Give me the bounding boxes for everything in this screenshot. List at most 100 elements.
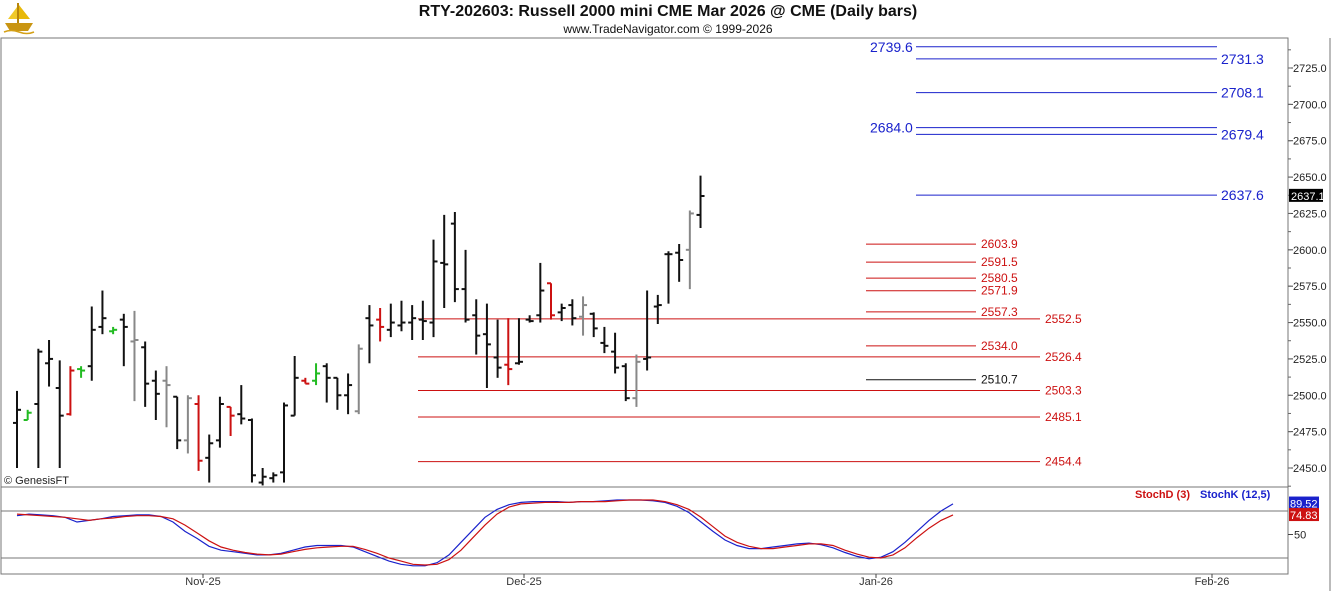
ohlc-bar: [119, 313, 128, 367]
ohlc-bar: [429, 239, 438, 338]
last-price-tag: [1289, 188, 1323, 202]
ohlc-bar: [66, 366, 75, 416]
stochk-line: [16, 499, 954, 567]
ohlc-bar: [664, 251, 673, 304]
red-level-label: 2552.5: [1045, 312, 1082, 326]
ohlc-bar: [408, 305, 417, 340]
blue-level-label: 2708.1: [1221, 85, 1264, 101]
ohlc-bar: [45, 340, 54, 387]
ohlc-bar: [493, 319, 502, 378]
price-tick-label: 2450.0: [1293, 463, 1327, 475]
ohlc-bar: [162, 366, 171, 428]
ohlc-bar: [632, 354, 641, 407]
ohlc-bar: [141, 341, 150, 407]
blue-level-label: 2731.3: [1221, 51, 1264, 67]
ohlc-bar: [611, 332, 620, 374]
ohlc-bar: [450, 212, 459, 303]
ohlc-bar: [376, 308, 385, 342]
ohlc-bar: [130, 310, 139, 402]
price-tick-label: 2550.0: [1293, 318, 1327, 330]
ohlc-bar: [536, 262, 545, 323]
red-level-label: 2526.4: [1045, 350, 1082, 364]
ohlc-bar: [290, 356, 299, 417]
ohlc-bar: [344, 373, 353, 415]
ohlc-bar: [643, 290, 652, 371]
ohlc-bar: [600, 326, 609, 354]
price-tick-label: 2725.0: [1293, 63, 1327, 75]
ohlc-bar: [333, 376, 342, 410]
ohlc-bar: [514, 318, 523, 365]
price-tick-label: 2475.0: [1293, 427, 1327, 439]
ohlc-bar: [472, 299, 481, 355]
ohlc-bar: [301, 377, 310, 385]
ohlc-bar: [205, 434, 214, 483]
chart-title: RTY-202603: Russell 2000 mini CME Mar 20…: [418, 3, 918, 20]
ohlc-bar: [151, 370, 160, 420]
price-tick-label: 2575.0: [1293, 281, 1327, 293]
chart-header: RTY-202603: Russell 2000 mini CME Mar 20…: [0, 0, 1336, 38]
red-level-label: 2557.3: [981, 305, 1018, 319]
stoch-value-label: 89.52: [1290, 499, 1318, 511]
price-tick-label: 2650.0: [1293, 172, 1327, 184]
black-level-label: 2510.7: [981, 373, 1018, 387]
date-label: Dec-25: [506, 576, 541, 588]
price-tick-label: 2675.0: [1293, 136, 1327, 148]
chart-subtitle: www.TradeNavigator.com © 1999-2026: [563, 22, 773, 36]
red-level-label: 2571.9: [981, 284, 1018, 298]
ohlc-bar: [589, 312, 598, 338]
ohlc-bar: [226, 405, 235, 436]
trade-navigator-ship-icon: [3, 3, 35, 35]
ohlc-bar: [557, 303, 566, 322]
price-tick-label: 2625.0: [1293, 208, 1327, 220]
ohlc-bar: [482, 303, 491, 388]
stochk-legend: StochK (12,5): [1200, 489, 1271, 501]
ohlc-bar: [109, 326, 118, 335]
ohlc-bar: [547, 282, 555, 320]
price-tick-label: 2500.0: [1293, 390, 1327, 402]
ohlc-bar: [440, 214, 449, 308]
stochd-line: [16, 499, 954, 566]
ohlc-bar: [418, 300, 427, 340]
ohlc-bar: [183, 395, 192, 454]
date-label: Jan-26: [859, 576, 893, 588]
ohlc-bar: [173, 395, 182, 450]
ohlc-bar: [461, 249, 470, 323]
date-label: Feb-26: [1195, 576, 1230, 588]
date-label: Nov-25: [185, 576, 220, 588]
red-level-label: 2591.5: [981, 255, 1018, 269]
ohlc-bar: [87, 306, 96, 381]
ohlc-bar: [504, 318, 513, 386]
blue-level-label: 2637.6: [1221, 187, 1264, 203]
ohlc-bar: [365, 305, 374, 364]
ohlc-bar: [194, 395, 203, 471]
ohlc-bar: [34, 348, 43, 468]
last-price-label: 2637.1: [1291, 191, 1325, 203]
ohlc-bar: [13, 390, 21, 468]
ohlc-bar: [98, 290, 107, 335]
ohlc-bar: [675, 244, 684, 282]
ohlc-bar: [397, 300, 406, 332]
ohlc-bar: [696, 175, 705, 228]
red-level-label: 2485.1: [1045, 410, 1082, 424]
price-tick-label: 2600.0: [1293, 245, 1327, 257]
red-level-label: 2454.4: [1045, 455, 1082, 469]
stoch-tick-label: 50: [1294, 530, 1306, 542]
red-level-label: 2534.0: [981, 339, 1018, 353]
ohlc-bar: [269, 472, 278, 483]
ohlc-bar: [685, 210, 694, 290]
ohlc-bar: [280, 402, 288, 483]
stoch-value-label: 74.83: [1290, 510, 1318, 522]
ohlc-bar: [621, 363, 630, 402]
blue-level-label: 2684.0: [870, 120, 913, 136]
price-tick-label: 2525.0: [1293, 354, 1327, 366]
red-level-label: 2503.3: [1045, 383, 1082, 397]
stoch-value-tag: [1289, 508, 1319, 522]
genesis-watermark: © GenesisFT: [4, 475, 69, 487]
ohlc-bar: [322, 363, 331, 403]
ohlc-bar: [237, 385, 246, 425]
ohlc-bar: [215, 396, 224, 448]
ohlc-bar: [77, 366, 86, 378]
ohlc-bar: [386, 303, 395, 338]
blue-level-label: 2739.6: [870, 39, 913, 55]
